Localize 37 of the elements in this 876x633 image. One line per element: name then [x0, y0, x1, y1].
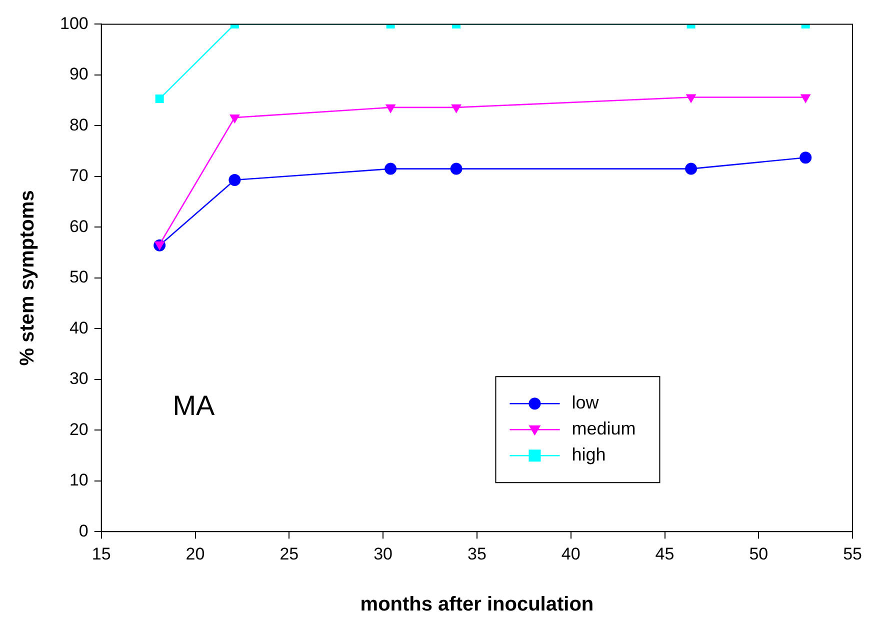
legend-label: low: [572, 392, 600, 413]
point: [155, 94, 164, 104]
x-tick-label: 30: [374, 544, 393, 564]
legend-label: medium: [572, 418, 636, 439]
y-tick-label: 60: [69, 216, 88, 236]
y-tick-label: 30: [69, 369, 88, 388]
point: [450, 162, 462, 175]
y-axis-title: % stem symptoms: [16, 190, 39, 366]
point: [800, 152, 812, 164]
y-tick-label: 50: [69, 268, 88, 287]
y-tick-label: 0: [78, 521, 88, 540]
point: [385, 104, 396, 114]
y-tick-label: 20: [69, 420, 88, 439]
point: [451, 104, 462, 114]
point: [685, 162, 698, 175]
x-tick-label: 20: [186, 544, 205, 564]
y-tick-label: 10: [69, 470, 88, 490]
x-tick-label: 15: [92, 544, 111, 564]
x-tick-label: 25: [280, 544, 299, 564]
point: [228, 174, 241, 186]
point: [230, 114, 240, 124]
legend-label: high: [572, 444, 606, 465]
point: [384, 162, 397, 175]
point: [686, 94, 696, 104]
y-tick-label: 90: [69, 64, 88, 84]
x-tick-label: 45: [655, 544, 674, 564]
y-tick-label: 80: [69, 115, 88, 134]
y-tick-label: 70: [69, 166, 88, 186]
y-tick-label: 100: [60, 14, 88, 33]
x-tick-label: 50: [749, 544, 768, 564]
x-tick-label: 55: [843, 544, 862, 564]
point: [800, 94, 811, 104]
annotation: MA: [172, 390, 216, 422]
x-axis-title: months after inoculation: [360, 594, 594, 616]
y-tick-label: 40: [69, 318, 88, 338]
x-tick-label: 40: [561, 544, 580, 564]
x-tick-label: 35: [467, 544, 486, 564]
